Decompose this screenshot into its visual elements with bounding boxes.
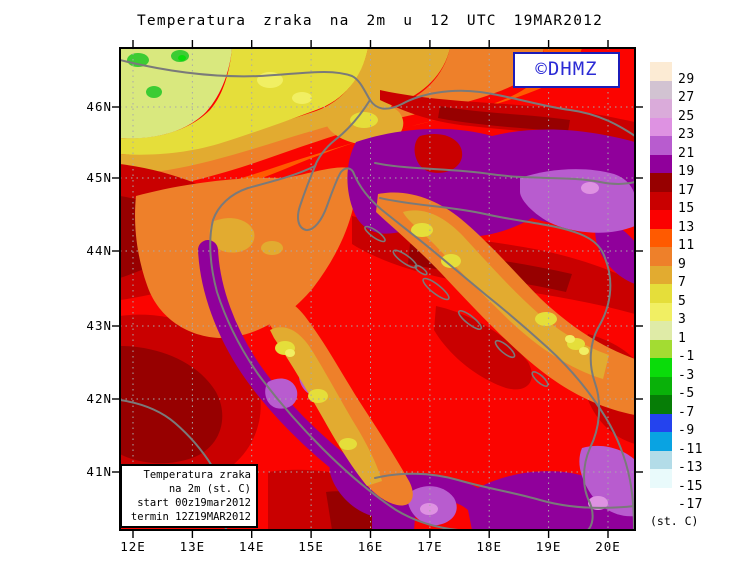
legend-swatch	[650, 450, 672, 470]
info-box-line: Temperatura zraka	[143, 469, 251, 481]
legend-value: -7	[678, 404, 695, 420]
x-axis-label: 13E	[179, 539, 206, 554]
x-axis-label: 15E	[298, 539, 324, 554]
legend-value: -15	[678, 478, 703, 494]
legend-value: -9	[678, 423, 695, 438]
page-title: Temperatura zraka na 2m u 12 UTC 19MAR20…	[136, 13, 604, 29]
legend-swatch	[650, 99, 672, 118]
axis-ticks	[112, 40, 643, 538]
legend-swatch	[650, 154, 672, 174]
legend-swatch	[650, 358, 672, 377]
legend-value: 11	[678, 238, 695, 253]
legend-value: 25	[678, 108, 695, 124]
legend-swatch	[650, 339, 672, 359]
legend-value: -13	[678, 460, 703, 475]
x-axis-label: 16E	[357, 539, 384, 554]
legend-swatch	[650, 302, 672, 322]
coastline	[120, 59, 635, 530]
y-axis-label: 41N	[86, 464, 112, 479]
x-axis-label: 12E	[120, 539, 146, 554]
legend-swatch	[650, 284, 672, 303]
legend-value: -5	[678, 386, 695, 401]
dhmz-logo-text: ©DHMZ	[535, 58, 598, 80]
legend-value: -1	[678, 349, 695, 364]
y-axis-label: 46N	[86, 99, 112, 114]
y-axis-label: 44N	[86, 243, 112, 258]
x-axis-label: 17E	[417, 539, 443, 554]
legend-value: 17	[678, 182, 695, 198]
y-axis-label: 42N	[86, 391, 112, 406]
legend-swatch	[650, 228, 672, 248]
y-axis-label: 43N	[86, 318, 112, 333]
color-legend: (st. C) 29 27 25 23 21 19 17 15 13 11 9 7 5 3 1 -1 -3 -5 -…	[650, 62, 740, 540]
legend-swatch	[650, 62, 672, 81]
legend-swatch	[650, 173, 672, 192]
legend-value: -11	[678, 441, 703, 457]
legend-value: 29	[678, 71, 695, 87]
legend-swatch	[650, 469, 672, 488]
islands	[364, 225, 549, 387]
legend-value: 15	[678, 201, 695, 216]
x-axis-label: 14E	[238, 539, 265, 554]
legend-value: -3	[678, 367, 695, 383]
x-axis-label: 20E	[595, 539, 621, 554]
legend-swatch	[650, 191, 672, 211]
info-box-line: start 00z19mar2012	[137, 497, 251, 509]
legend-units-label: (st. C)	[650, 514, 699, 528]
legend-value: 23	[678, 127, 695, 142]
temperature-map	[112, 40, 643, 538]
x-axis-label: 19E	[535, 539, 562, 554]
legend-swatch	[650, 376, 672, 396]
legend-swatch	[650, 210, 672, 229]
legend-value: 13	[678, 219, 695, 235]
legend-value: 21	[678, 145, 695, 161]
legend-value: 7	[678, 275, 687, 290]
dhmz-logo: ©DHMZ	[513, 52, 620, 88]
temperature-field	[120, 48, 635, 530]
legend-value: 9	[678, 256, 687, 272]
legend-value: 1	[678, 330, 687, 346]
legend-swatch	[650, 80, 672, 100]
map-frame	[119, 47, 636, 531]
map-info-box: Temperatura zraka na 2m (st. C) start 00z1…	[120, 464, 258, 528]
legend-swatch	[650, 432, 672, 451]
legend-swatch	[650, 321, 672, 340]
legend-swatch	[650, 265, 672, 285]
legend-value: 3	[678, 312, 687, 327]
info-box-line: termin 12Z19MAR2012	[130, 511, 251, 523]
legend-swatch	[650, 136, 672, 155]
legend-value: 5	[678, 293, 687, 309]
legend-swatch	[650, 395, 672, 414]
legend-swatch	[650, 247, 672, 266]
legend-swatch	[650, 413, 672, 433]
legend-value: 19	[678, 164, 695, 179]
info-box-line: na 2m (st. C)	[168, 483, 251, 495]
x-axis-label: 18E	[476, 539, 502, 554]
legend-swatch	[650, 117, 672, 137]
y-axis-label: 45N	[86, 170, 112, 185]
legend-swatch	[650, 487, 672, 507]
legend-value: -17	[678, 497, 703, 512]
legend-value: 27	[678, 90, 695, 105]
